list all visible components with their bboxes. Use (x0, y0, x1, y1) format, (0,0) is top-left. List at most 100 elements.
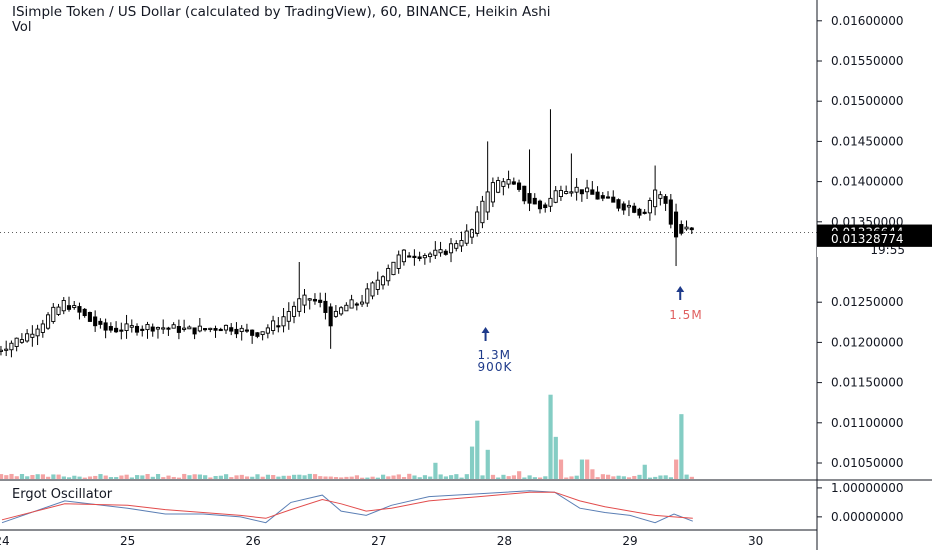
volume-bar (642, 464, 647, 479)
price-tick-label: 0.01450000 (831, 134, 904, 148)
volume-bar (66, 477, 72, 479)
volume-bar (40, 474, 46, 479)
price-tick-label: 0.01050000 (831, 456, 904, 470)
volume-bar (108, 477, 114, 479)
candle-body (354, 303, 359, 306)
volume-bar (365, 477, 370, 479)
volume-bar (286, 475, 291, 479)
candle-body (276, 325, 281, 328)
candle-body (328, 306, 333, 327)
candle-body (611, 196, 616, 203)
volume-bar (82, 477, 87, 479)
volume-bar (637, 474, 642, 479)
volume-bar (30, 474, 35, 479)
volume-bar (182, 473, 187, 479)
candle-body (77, 306, 82, 313)
candle-body (333, 310, 338, 317)
candle-body (318, 299, 323, 303)
chart-title: ISimple Token / US Dollar (calculated by… (12, 4, 551, 20)
time-tick-label: 25 (120, 534, 135, 548)
candle-body (176, 326, 181, 333)
candle-body (496, 180, 501, 193)
candle-body (255, 332, 260, 337)
candle-body (108, 326, 113, 331)
candle-body (574, 186, 579, 193)
volume-bar (145, 474, 150, 479)
time-tick-label: 29 (622, 534, 637, 548)
candle-body (244, 329, 249, 332)
volume-bar (417, 477, 422, 479)
candle-body (684, 226, 689, 230)
volume-bar (517, 471, 522, 479)
candle-body (647, 200, 652, 214)
volume-bar (433, 462, 438, 479)
volume-bar (443, 476, 448, 479)
candle-body (4, 348, 9, 351)
volume-bar (506, 476, 511, 479)
candle-body (511, 181, 516, 185)
volume-bar (553, 436, 558, 479)
candle-body (82, 308, 87, 317)
volume-bar (0, 474, 4, 479)
time-tick-label: 30 (748, 534, 763, 548)
volume-bar (585, 459, 590, 479)
volume-bar (344, 476, 349, 479)
candle-body (475, 211, 480, 234)
volume-arrow-icon (676, 286, 685, 300)
volume-bar (51, 474, 56, 479)
volume-bar (25, 476, 30, 479)
candle-body (674, 211, 679, 238)
volume-bar (213, 475, 218, 479)
volume-bar (223, 474, 229, 479)
candle-body (553, 190, 558, 203)
volume-bar (333, 477, 339, 479)
volume-bar (396, 474, 401, 479)
time-tick-label: 28 (497, 534, 512, 548)
candle-body (537, 200, 543, 210)
candle-body (114, 327, 119, 333)
volume-bar (621, 476, 626, 479)
volume-bar (391, 475, 396, 479)
candle-body (464, 230, 469, 244)
candle-body (281, 316, 286, 327)
volume-bar (464, 474, 469, 479)
volume-bar (360, 477, 365, 479)
volume-bar (412, 475, 417, 479)
volume-bar (663, 475, 668, 479)
candle-body (72, 305, 77, 308)
price-tick-label: 0.01200000 (831, 335, 904, 349)
candle-body (412, 255, 417, 259)
volume-bar (653, 476, 658, 479)
volume-bar (574, 475, 579, 479)
oscillator-line-1 (1, 491, 693, 521)
candle-body (401, 249, 406, 263)
volume-bar (312, 474, 318, 479)
volume-arrow-icon (481, 327, 490, 341)
candle-body (239, 327, 244, 333)
candle-body (595, 191, 600, 200)
candle-body (14, 337, 19, 347)
volume-bar (438, 474, 443, 479)
price-tick-label: 0.01250000 (831, 295, 904, 309)
volume-bar (77, 476, 82, 479)
volume-bar (380, 474, 386, 479)
volume-bar (161, 477, 166, 479)
volume-bar (527, 475, 532, 479)
candle-body (223, 324, 229, 331)
close-price-label: 0.01328774 (831, 232, 904, 246)
volume-bar (558, 459, 564, 479)
volume-bar (480, 475, 485, 479)
volume-bar (119, 475, 124, 479)
volume-bar (564, 477, 569, 479)
candle-body (155, 326, 161, 330)
volume-bar (234, 475, 239, 479)
candle-body (448, 243, 454, 254)
volume-bar (87, 476, 93, 479)
volume-bar (328, 476, 333, 479)
osc-tick-label: 1.00000000 (831, 481, 904, 495)
volume-bar (626, 477, 632, 479)
volume-bar (255, 474, 260, 479)
volume-bar (72, 475, 77, 479)
